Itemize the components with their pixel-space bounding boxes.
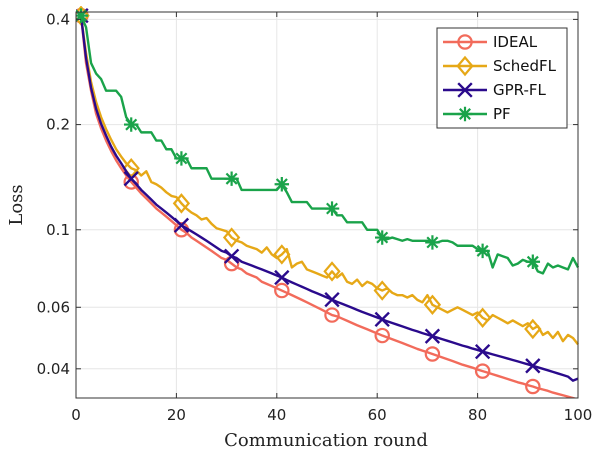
marker-circle [457,34,473,50]
series-pf [76,8,579,275]
x-axis-label: Communication round [224,430,428,451]
legend-label: SchedFL [493,57,557,75]
marker-asterisk [525,254,541,269]
marker-asterisk [475,243,490,259]
marker-asterisk [76,8,89,23]
marker-asterisk [324,201,340,216]
x-tick-label: 60 [368,406,387,424]
series-line-ideal [79,15,578,398]
marker-diamond [423,294,442,315]
x-tick-label: 0 [71,406,81,424]
legend-item-schedfl: SchedFL [443,55,557,77]
axes: 0 20 40 60 80 100 0.04 0.06 0.1 0.2 0.4 [37,10,593,424]
marker-diamond [373,280,391,301]
plot-frame [75,11,579,399]
marker-asterisk [457,106,473,122]
marker-circle [525,378,541,395]
x-tick-label: 100 [564,406,593,424]
marker-asterisk [374,230,390,245]
marker-x [274,269,290,286]
series-schedfl [76,6,579,346]
marker-diamond [273,244,291,265]
marker-x [525,358,541,374]
marker-diamond [456,55,474,77]
marker-asterisk [425,235,440,250]
x-tick-label: 40 [267,406,286,424]
marker-x [173,217,190,233]
marker-asterisk [123,117,139,132]
series-line-schedfl [79,15,579,346]
marker-diamond [323,261,341,282]
marker-x [324,291,340,308]
y-tick-label: 0.06 [37,298,70,316]
marker-circle [424,346,441,362]
marker-diamond [172,193,191,214]
marker-x [474,343,491,360]
marker-asterisk [174,151,189,166]
marker-asterisk [224,171,239,186]
legend: IDEAL SchedFL GPR-FL PF [436,27,568,129]
series-group [76,6,579,398]
legend-label: PF [493,105,511,123]
x-tick-label: 20 [167,406,186,424]
legend-label: IDEAL [493,33,538,51]
legend-label: GPR-FL [493,81,547,99]
y-tick-label: 0.2 [46,116,70,134]
marker-diamond [222,227,241,248]
y-axis-label: Loss [6,184,27,225]
marker-x [424,328,441,344]
legend-item-gpr-fl: GPR-FL [443,81,547,99]
marker-circle [374,327,390,344]
marker-x [374,311,390,328]
y-tick-label: 0.04 [37,360,70,378]
marker-asterisk [274,177,290,192]
marker-circle [274,282,290,299]
marker-diamond [524,318,542,340]
marker-circle [474,363,491,379]
marker-diamond [473,307,492,328]
y-tick-label: 0.4 [46,10,70,28]
legend-item-ideal: IDEAL [443,33,538,51]
legend-item-pf: PF [443,105,511,123]
marker-x [457,82,473,98]
x-tick-label: 80 [468,406,487,424]
marker-x [223,248,240,264]
marker-circle [324,307,340,323]
marker-x [123,171,139,187]
y-tick-label: 0.1 [46,221,70,239]
